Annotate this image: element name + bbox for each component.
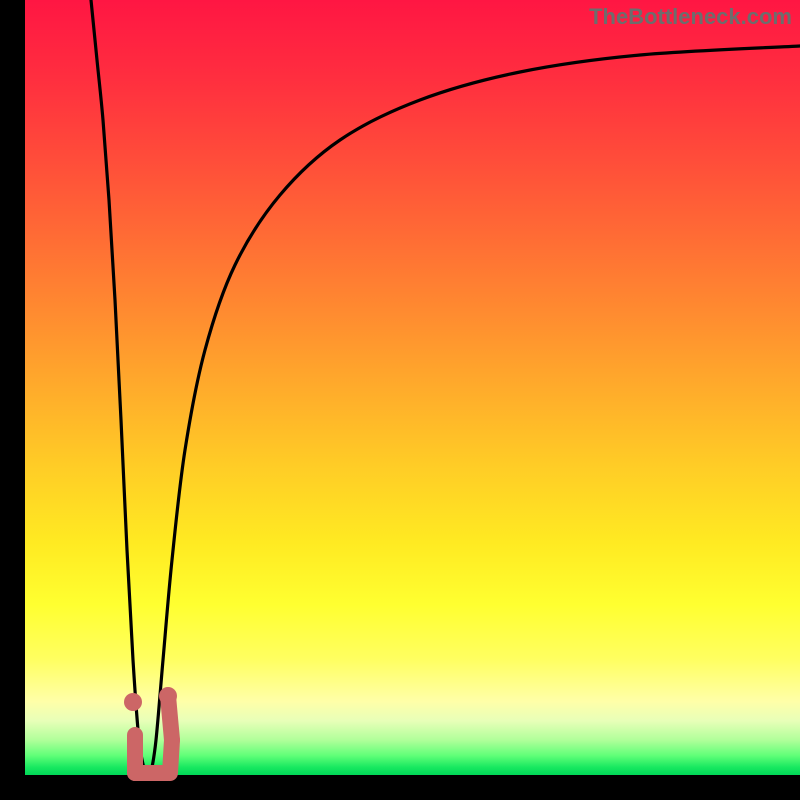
watermark-text: TheBottleneck.com bbox=[589, 4, 792, 30]
bottleneck-chart: TheBottleneck.com bbox=[0, 0, 800, 800]
chart-lines bbox=[0, 0, 800, 800]
data-marker-segment bbox=[170, 740, 172, 773]
bottleneck-curve bbox=[91, 0, 800, 776]
data-marker bbox=[124, 693, 142, 711]
